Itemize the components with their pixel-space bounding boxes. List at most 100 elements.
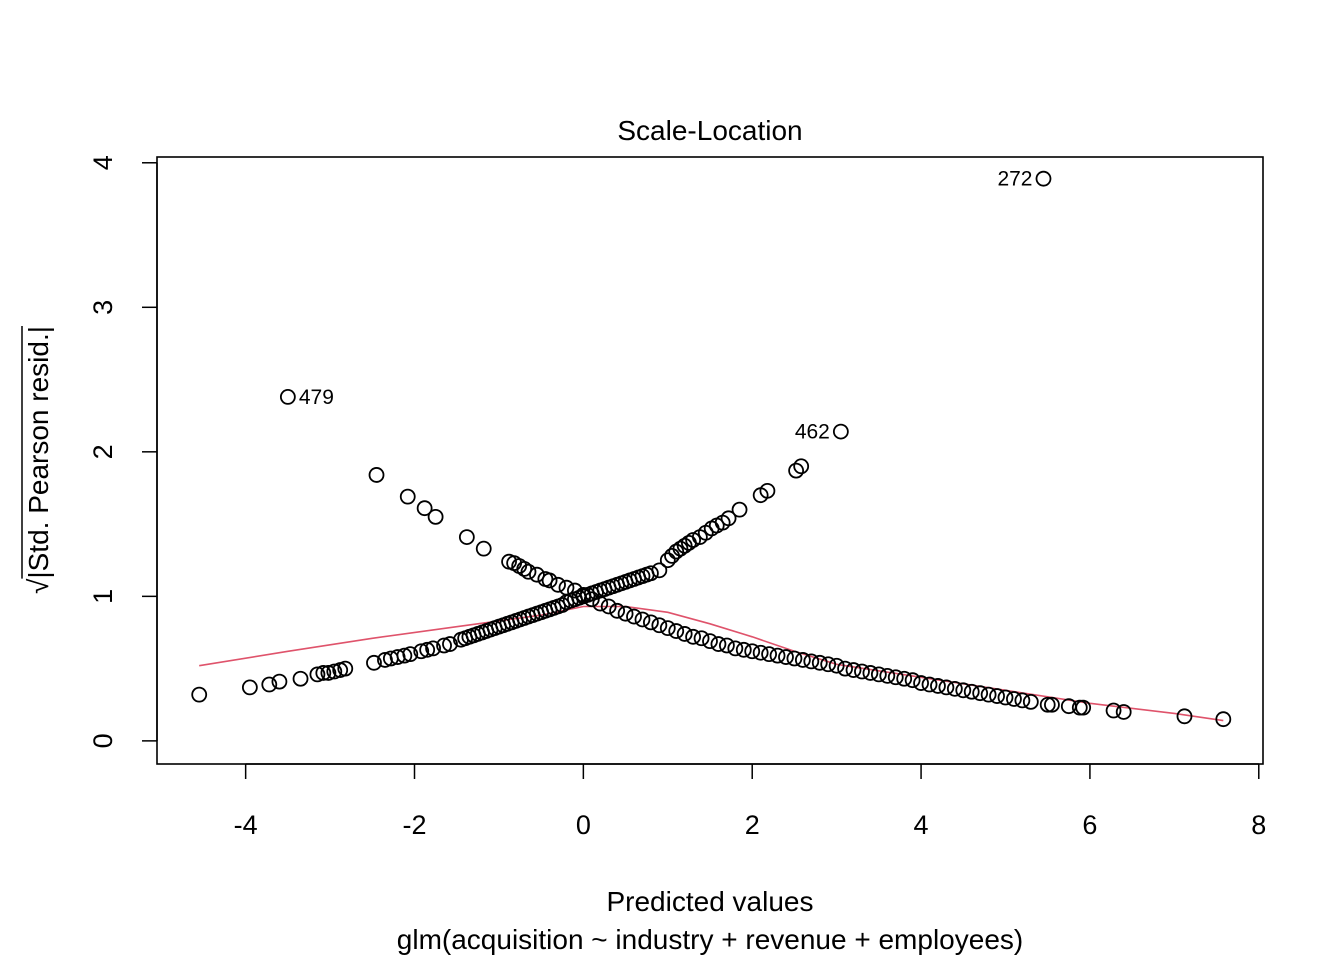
data-point — [567, 582, 583, 599]
data-point — [788, 462, 805, 479]
data-point — [676, 626, 693, 642]
data-point — [529, 566, 545, 583]
data-point — [1006, 691, 1022, 707]
data-point — [416, 500, 433, 517]
y-tick-label: 3 — [88, 300, 118, 315]
data-point — [921, 676, 938, 693]
data-point — [955, 682, 972, 699]
data-point — [520, 563, 537, 580]
data-point — [442, 636, 458, 652]
data-point — [413, 643, 430, 660]
data-point — [718, 637, 735, 654]
data-point — [309, 666, 326, 683]
y-axis: 0 1 2 3 4 — [88, 155, 158, 748]
data-point — [710, 636, 727, 652]
data-point — [261, 676, 278, 693]
data-point — [558, 579, 575, 596]
data-point — [731, 501, 748, 518]
data-point — [879, 667, 896, 684]
data-point — [643, 565, 659, 582]
data-point — [744, 643, 761, 660]
y-tick-label: 2 — [88, 444, 118, 459]
x-tick-label: 2 — [745, 810, 760, 840]
data-point — [609, 602, 626, 619]
data-point — [685, 628, 702, 645]
data-point — [664, 547, 680, 564]
data-point — [1105, 702, 1122, 719]
point-annotation: 272 — [997, 168, 1032, 191]
data-point — [832, 423, 849, 440]
point-annotations: 272 479 462 — [299, 168, 1033, 444]
data-point — [1115, 704, 1132, 720]
data-point — [980, 686, 997, 703]
data-point — [279, 389, 296, 405]
data-point — [600, 598, 617, 615]
data-point — [769, 647, 786, 664]
x-tick-label: -2 — [402, 810, 426, 840]
data-point — [315, 665, 332, 681]
data-point — [676, 537, 693, 554]
svg-text:√|Std. Pearson resid.|: √|Std. Pearson resid.| — [23, 326, 54, 594]
data-point — [320, 665, 337, 681]
point-annotation: 479 — [299, 386, 334, 409]
data-point — [659, 620, 676, 637]
data-point — [761, 646, 777, 663]
data-point — [668, 543, 685, 560]
data-point — [668, 623, 685, 639]
data-point — [583, 591, 600, 608]
y-tick-label: 1 — [88, 589, 118, 604]
x-tick-label: 0 — [576, 810, 591, 840]
data-point — [1022, 693, 1039, 710]
data-points — [191, 170, 1232, 728]
data-point — [752, 644, 769, 661]
data-point — [862, 665, 879, 681]
y-axis-label-inner: |Std. Pearson resid.| — [23, 326, 54, 579]
data-point — [643, 614, 659, 631]
data-point — [1176, 708, 1193, 725]
data-point — [786, 650, 803, 667]
data-point — [759, 482, 776, 499]
data-point — [946, 680, 963, 697]
data-point — [1044, 696, 1060, 713]
x-axis: -4 -2 0 2 4 6 8 — [234, 763, 1266, 840]
data-point — [735, 641, 752, 658]
data-point — [904, 672, 921, 689]
data-point — [820, 656, 837, 673]
x-axis-sublabel: glm(acquisition ~ industry + revenue + e… — [397, 924, 1023, 955]
data-point — [659, 552, 676, 569]
data-point — [845, 662, 862, 678]
y-tick-label: 0 — [88, 733, 118, 748]
data-point — [427, 508, 444, 525]
x-tick-label: 6 — [1082, 810, 1097, 840]
point-annotation: 462 — [795, 421, 830, 444]
data-point — [896, 670, 913, 687]
y-tick-label: 4 — [88, 155, 118, 170]
data-point — [972, 685, 989, 702]
x-axis-label: Predicted values — [606, 886, 813, 917]
data-point — [837, 660, 853, 677]
data-point — [811, 654, 828, 671]
data-point — [191, 686, 208, 703]
data-point — [870, 666, 887, 683]
data-point — [541, 572, 558, 589]
data-point — [1039, 696, 1056, 713]
data-point — [997, 689, 1014, 706]
data-point — [1075, 699, 1092, 716]
data-point — [651, 617, 668, 634]
data-point — [575, 587, 592, 603]
data-point — [419, 641, 436, 658]
data-point — [1215, 711, 1232, 728]
data-point — [326, 663, 343, 680]
y-axis-label: √|Std. Pearson resid.| — [23, 326, 54, 594]
data-point — [651, 562, 668, 579]
data-point — [617, 605, 634, 622]
data-point — [516, 560, 533, 577]
data-point — [963, 683, 980, 700]
data-point — [693, 630, 710, 647]
data-point — [399, 488, 416, 505]
data-point — [1014, 692, 1031, 709]
smooth-line — [199, 605, 1224, 722]
data-point — [854, 663, 870, 680]
data-point — [930, 678, 946, 694]
